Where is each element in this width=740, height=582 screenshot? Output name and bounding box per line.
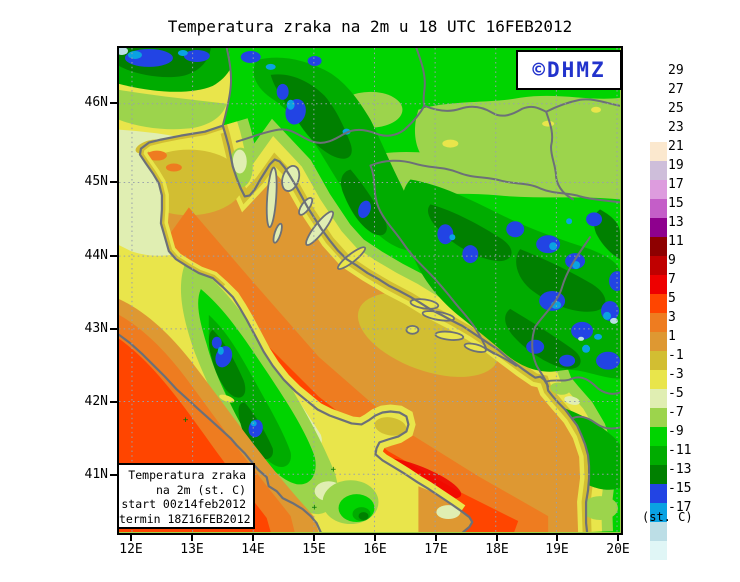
colorbar-swatch [650, 484, 667, 503]
lon-axis-label: 17E [424, 542, 448, 557]
colorbar-swatch [650, 161, 667, 180]
lon-axis-tick [313, 535, 315, 541]
info-box-line: start 00z14feb2012 [121, 497, 246, 511]
lon-axis-tick [556, 535, 558, 541]
colorbar-tick-label: 13 [668, 215, 684, 230]
lat-axis-label: 45N [84, 174, 108, 189]
dhmz-logo: ©DHMZ [516, 50, 622, 90]
colorbar-tick-label: -15 [668, 481, 692, 496]
colorbar-tick-label: 29 [668, 63, 684, 78]
colorbar-tick-label: 25 [668, 101, 684, 116]
lon-axis-tick [252, 535, 254, 541]
lon-axis-label: 15E [302, 542, 326, 557]
lon-axis-label: 19E [545, 542, 569, 557]
lat-axis-tick [110, 102, 117, 104]
colorbar-swatch [650, 427, 667, 446]
colorbar-swatch [650, 389, 667, 408]
croatian-coastline [221, 124, 591, 532]
info-box-line: termin 18Z16FEB2012 [119, 511, 251, 526]
country-borders [221, 48, 620, 430]
colorbar-tick-label: -13 [668, 462, 692, 477]
lat-axis-tick [110, 474, 117, 476]
colorbar-unit-label: (st. C) [642, 510, 693, 524]
colorbar-swatch [650, 256, 667, 275]
dhmz-logo-text: ©DHMZ [532, 58, 606, 82]
colorbar-swatch [650, 294, 667, 313]
lon-axis-tick [496, 535, 498, 541]
tyrrhenian-coastline [119, 333, 322, 532]
colorbar-tick-label: 19 [668, 158, 684, 173]
lat-axis-tick [110, 181, 117, 183]
lat-lon-gridlines [119, 48, 620, 532]
colorbar-swatch [650, 351, 667, 370]
lon-axis-label: 12E [119, 542, 143, 557]
weather-map: + + + [117, 46, 623, 535]
colorbar-swatch [650, 522, 667, 541]
colorbar-tick-label: 15 [668, 196, 684, 211]
lon-axis-label: 20E [606, 542, 630, 557]
colorbar-swatch [650, 503, 667, 522]
forecast-info-box: Temperatura zraka na 2m (st. C) start 00z1… [117, 463, 255, 529]
colorbar-swatch [650, 465, 667, 484]
colorbar-tick-label: 7 [668, 272, 676, 287]
lat-axis-tick [110, 328, 117, 330]
colorbar-swatch [650, 180, 667, 199]
colorbar-swatch [650, 370, 667, 389]
lat-axis-label: 46N [84, 95, 108, 110]
colorbar-tick-label: -11 [668, 443, 692, 458]
lon-axis-tick [130, 535, 132, 541]
colorbar-tick-label: -9 [668, 424, 684, 439]
lon-axis-tick [435, 535, 437, 541]
colorbar-tick-label: -17 [668, 500, 692, 515]
colorbar-swatch [650, 560, 667, 579]
lon-axis-tick [617, 535, 619, 541]
colorbar-tick-label: 21 [668, 139, 684, 154]
lon-axis-label: 16E [363, 542, 387, 557]
colorbar-swatch [650, 237, 667, 256]
svg-text:+: + [183, 415, 189, 425]
colorbar-tick-label: -7 [668, 405, 684, 420]
lat-axis-label: 42N [84, 394, 108, 409]
page-title: Temperatura zraka na 2m u 18 UTC 16FEB20… [167, 17, 573, 36]
lon-axis-label: 18E [485, 542, 509, 557]
colorbar-swatch [650, 275, 667, 294]
colorbar-tick-label: -1 [668, 348, 684, 363]
svg-text:+: + [331, 465, 337, 475]
colorbar-swatch [650, 313, 667, 332]
colorbar-tick-label: 5 [668, 291, 676, 306]
colorbar-tick-label: -3 [668, 367, 684, 382]
colorbar-swatch [650, 218, 667, 237]
lon-axis-tick [191, 535, 193, 541]
lon-axis-label: 14E [241, 542, 265, 557]
colorbar-swatch [650, 199, 667, 218]
svg-text:+: + [312, 503, 318, 513]
colorbar-tick-label: 9 [668, 253, 676, 268]
lat-axis-label: 44N [84, 248, 108, 263]
temperature-field-map: + + + [119, 48, 620, 532]
colorbar-swatch [650, 446, 667, 465]
colorbar-tick-label: 11 [668, 234, 684, 249]
colorbar-tick-label: -5 [668, 386, 684, 401]
lon-axis-tick [374, 535, 376, 541]
info-box-line: na 2m (st. C) [155, 482, 246, 497]
lat-axis-tick [110, 401, 117, 403]
italian-adriatic-coastline [138, 124, 474, 532]
lat-axis-label: 41N [84, 467, 108, 482]
colorbar-tick-label: 27 [668, 82, 684, 97]
colorbar-swatch [650, 541, 667, 560]
colorbar-swatch [650, 332, 667, 351]
colorbar-swatch [650, 142, 667, 161]
lat-axis-tick [110, 255, 117, 257]
colorbar-swatch [650, 408, 667, 427]
colorbar-tick-label: 23 [668, 120, 684, 135]
colorbar-tick-label: 1 [668, 329, 676, 344]
info-box-line: Temperatura zraka [128, 468, 246, 482]
colorbar-tick-label: 17 [668, 177, 684, 192]
station-plus-marks: + + + [183, 415, 337, 513]
lat-axis-label: 43N [84, 321, 108, 336]
colorbar-tick-label: 3 [668, 310, 676, 325]
lon-axis-label: 13E [180, 542, 204, 557]
